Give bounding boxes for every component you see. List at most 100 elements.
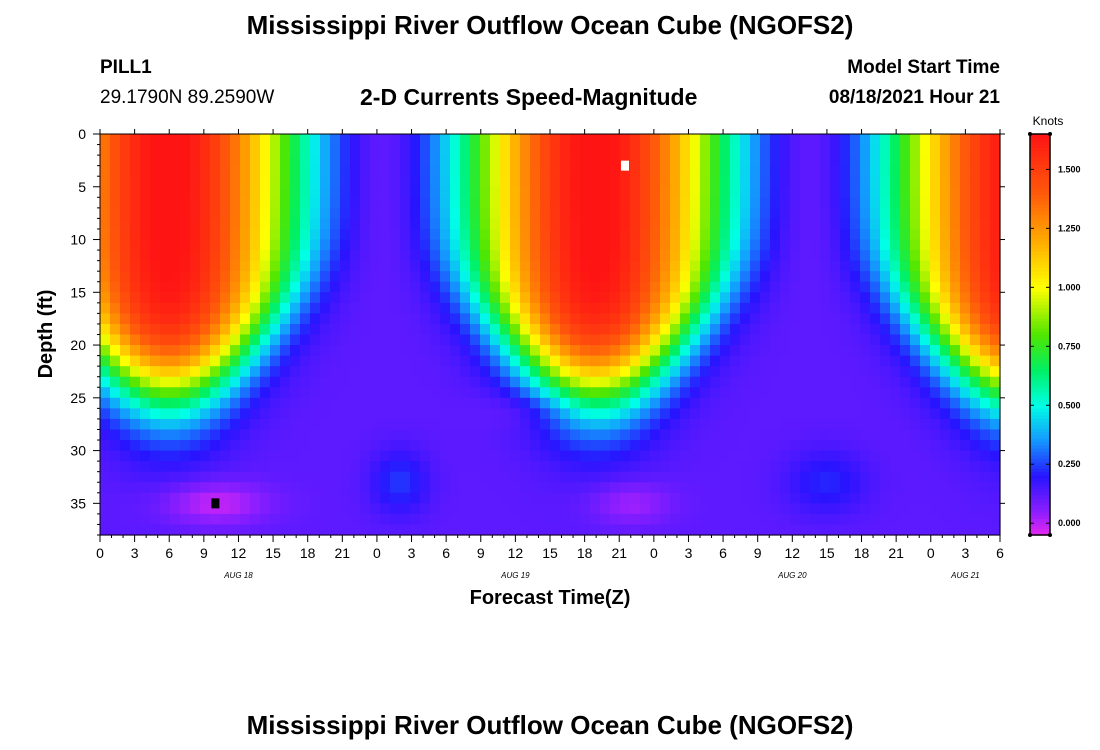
heatmap-cell [440, 281, 451, 293]
heatmap-cell [680, 461, 691, 473]
heatmap-cell [380, 440, 391, 452]
heatmap-cell [160, 345, 171, 357]
heatmap-cell [650, 292, 661, 304]
heatmap-cell [440, 450, 451, 462]
heatmap-cell [370, 387, 381, 399]
heatmap-cell [500, 513, 511, 526]
heatmap-cell [700, 313, 711, 325]
heatmap-cell [470, 302, 481, 314]
heatmap-cell [910, 471, 921, 483]
heatmap-cell [560, 134, 571, 146]
heatmap-cell [760, 186, 771, 198]
heatmap-cell [220, 513, 231, 526]
heatmap-cell [330, 440, 341, 452]
heatmap-cell [590, 207, 601, 220]
heatmap-cell [640, 355, 651, 367]
heatmap-cell [230, 397, 241, 409]
heatmap-cell [520, 387, 531, 399]
heatmap-cell [950, 440, 961, 452]
heatmap-cell [900, 387, 911, 399]
heatmap-cell [150, 440, 161, 452]
heatmap-cell [850, 207, 861, 220]
heatmap-cell [150, 429, 161, 441]
heatmap-cell [930, 292, 941, 304]
heatmap-cell [670, 397, 681, 409]
heatmap-cell [860, 323, 871, 336]
heatmap-cell [920, 461, 931, 473]
heatmap-cell [770, 155, 781, 167]
heatmap-cell [310, 323, 321, 336]
heatmap-cell [850, 134, 861, 146]
heatmap-cell [370, 281, 381, 293]
heatmap-cell [510, 345, 521, 357]
heatmap-cell [560, 197, 571, 209]
heatmap-cell [910, 450, 921, 462]
heatmap-cell [300, 165, 311, 177]
colorbar-swatch [1030, 331, 1050, 336]
heatmap-cell [950, 281, 961, 293]
heatmap-cell [840, 355, 851, 367]
heatmap-cell [390, 197, 401, 209]
heatmap-cell [220, 366, 231, 378]
heatmap-cell [130, 218, 141, 230]
heatmap-cell [100, 176, 111, 188]
heatmap-cell [240, 471, 251, 483]
heatmap-cell [280, 440, 291, 452]
heatmap-cell [170, 334, 181, 346]
heatmap-cell [430, 323, 441, 336]
heatmap-cell [420, 345, 431, 357]
heatmap-cell [690, 260, 701, 272]
heatmap-cell [510, 197, 521, 209]
heatmap-cell [860, 239, 871, 251]
heatmap-cell [980, 503, 991, 515]
colorbar-swatch [1030, 508, 1050, 513]
heatmap-cell [260, 471, 271, 483]
heatmap-cell [950, 429, 961, 441]
heatmap-cell [440, 513, 451, 526]
heatmap-cell [910, 186, 921, 198]
heatmap-cell [690, 408, 701, 420]
heatmap-cell [310, 429, 321, 441]
heatmap-cell [740, 134, 751, 146]
heatmap-cell [280, 513, 291, 526]
heatmap-cell [450, 492, 461, 504]
heatmap-cell [890, 207, 901, 220]
heatmap-cell [410, 218, 421, 230]
heatmap-cell [110, 397, 121, 409]
heatmap-cell [940, 366, 951, 378]
heatmap-cell [290, 197, 301, 209]
heatmap-cell [840, 524, 851, 536]
heatmap-cell [510, 250, 521, 262]
heatmap-cell [420, 376, 431, 388]
heatmap-cell [210, 482, 221, 494]
heatmap-cell [540, 218, 551, 230]
heatmap-cell [720, 376, 731, 388]
heatmap-cell [930, 271, 941, 283]
heatmap-cell [840, 418, 851, 431]
heatmap-cell [410, 260, 421, 272]
heatmap-cell [290, 482, 301, 494]
heatmap-cell [460, 271, 471, 283]
heatmap-cell [780, 313, 791, 325]
heatmap-cell [940, 176, 951, 188]
heatmap-cell [860, 492, 871, 504]
colorbar-swatch [1030, 164, 1050, 169]
heatmap-cell [300, 492, 311, 504]
heatmap-cell [270, 144, 281, 156]
colorbar-swatch [1030, 351, 1050, 356]
heatmap-cell [960, 292, 971, 304]
heatmap-cell [440, 228, 451, 241]
heatmap-cell [950, 334, 961, 346]
heatmap-cell [610, 250, 621, 262]
heatmap-cell [170, 281, 181, 293]
heatmap-cell [310, 260, 321, 272]
heatmap-cell [110, 503, 121, 515]
heatmap-cell [580, 418, 591, 431]
heatmap-cell [800, 334, 811, 346]
heatmap-cell [120, 207, 131, 220]
heatmap-cell [890, 186, 901, 198]
heatmap-cell [450, 440, 461, 452]
heatmap-cell [900, 482, 911, 494]
heatmap-cell [680, 292, 691, 304]
heatmap-cell [100, 429, 111, 441]
